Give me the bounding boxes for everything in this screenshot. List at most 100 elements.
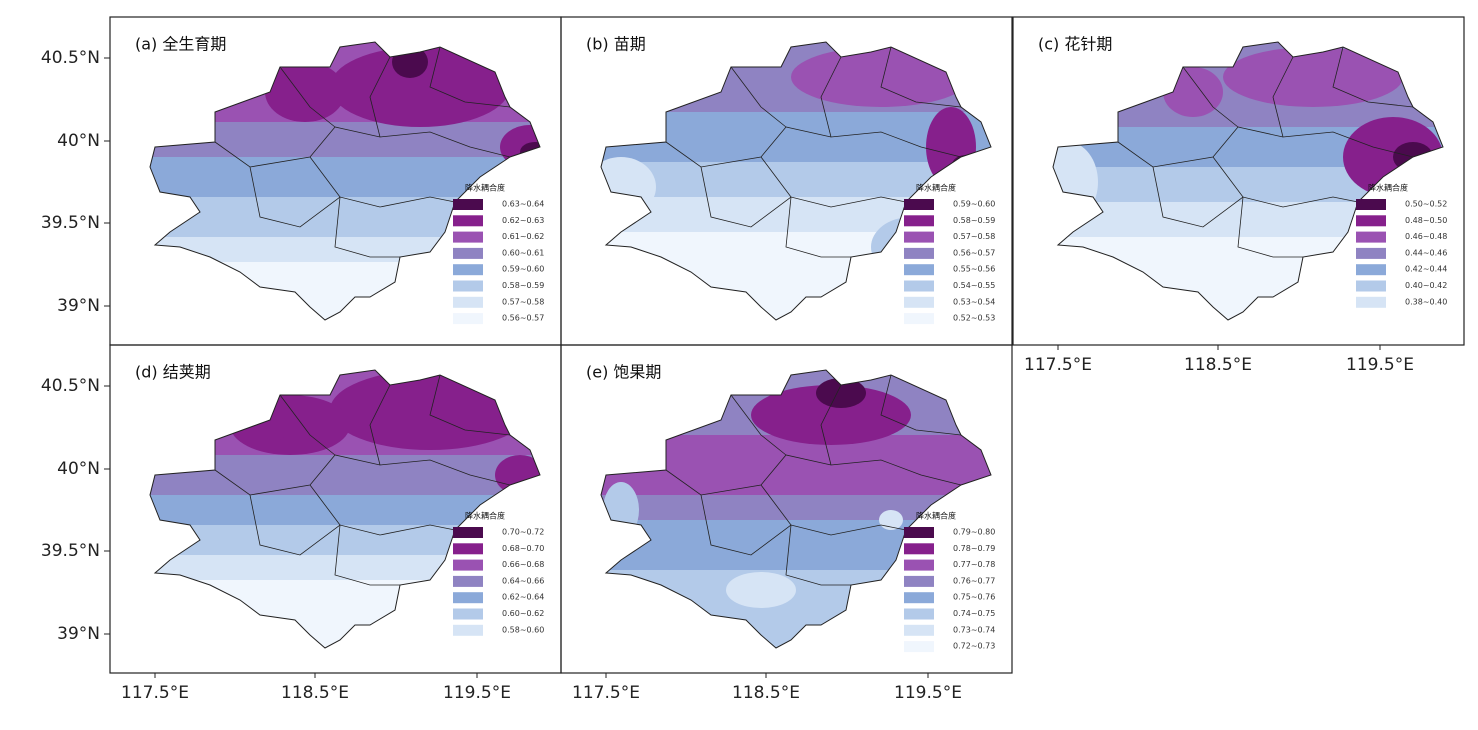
- legend-entry: 0.40~0.42: [1405, 281, 1447, 290]
- county-border: [820, 384, 842, 466]
- legend-swatch: [453, 296, 483, 308]
- contour-blob: [816, 378, 866, 408]
- legend-swatch: [453, 624, 483, 636]
- legend-entry: 0.59~0.60: [953, 200, 995, 209]
- contour-blob: [751, 385, 911, 445]
- x-tick-label: 119.5°E: [894, 683, 962, 703]
- legend-entry: 0.54~0.55: [953, 281, 995, 290]
- x-tick-label: 119.5°E: [1346, 355, 1414, 375]
- county-border: [309, 156, 400, 258]
- x-tick-label: 117.5°E: [121, 683, 189, 703]
- contour-blob: [230, 395, 350, 455]
- contour-blob: [495, 455, 540, 495]
- x-tick-label: 118.5°E: [1184, 355, 1252, 375]
- y-tick-label: 40.5°N: [41, 376, 100, 396]
- legend-entry: 0.60~0.62: [502, 609, 544, 618]
- legend-swatch: [1356, 247, 1386, 259]
- county-border: [880, 374, 962, 436]
- legend-entry: 0.63~0.64: [502, 200, 544, 209]
- legend-entry: 0.78~0.79: [953, 544, 995, 553]
- map-fill: [1053, 42, 1443, 320]
- map-outline: [600, 369, 992, 649]
- legend-title: 降水耦合度: [465, 183, 505, 193]
- legend-entry: 0.64~0.66: [502, 576, 544, 585]
- legend-entry: 0.56~0.57: [953, 248, 995, 257]
- x-tick-label: 117.5°E: [572, 683, 640, 703]
- legend-swatch: [904, 247, 934, 259]
- county-border: [1272, 56, 1294, 138]
- legend-swatch: [453, 313, 483, 325]
- panel-label: (d) 结荚期: [135, 363, 211, 382]
- county-border: [214, 454, 511, 496]
- legend-swatch: [904, 543, 934, 555]
- legend-entry: 0.68~0.70: [502, 544, 544, 553]
- legend-swatch: [904, 624, 934, 636]
- legend-entry: 0.74~0.75: [953, 609, 995, 618]
- contour-blob: [1053, 142, 1098, 222]
- contour-band: [1053, 237, 1443, 320]
- legend-entry: 0.66~0.68: [502, 560, 544, 569]
- county-border: [880, 46, 962, 108]
- county-border: [214, 126, 511, 168]
- legend-swatch: [1356, 199, 1386, 210]
- contour-blob: [603, 482, 639, 538]
- map-fill: [601, 42, 991, 320]
- map-fill: [150, 42, 540, 320]
- legend-entry: 0.38~0.40: [1405, 297, 1447, 306]
- contour-band: [150, 262, 540, 320]
- legend-swatch: [453, 575, 483, 587]
- county-border: [429, 374, 511, 436]
- legend-swatch: [904, 215, 934, 227]
- legend-swatch: [453, 215, 483, 227]
- legend-swatch: [904, 527, 934, 538]
- panel-label: (e) 饱果期: [586, 363, 661, 382]
- panel-label: (b) 苗期: [586, 35, 646, 54]
- legend-swatch: [453, 559, 483, 571]
- county-border: [665, 454, 962, 496]
- legend-entry: 0.61~0.62: [502, 232, 544, 241]
- legend-title: 降水耦合度: [1368, 183, 1408, 193]
- legend-entry: 0.48~0.50: [1405, 216, 1447, 225]
- x-tick-label: 118.5°E: [281, 683, 349, 703]
- legend-entry: 0.75~0.76: [953, 593, 995, 602]
- map-outline: [149, 369, 541, 649]
- legend-swatch: [453, 592, 483, 604]
- contour-blob: [1223, 47, 1403, 107]
- map-fill: [601, 370, 991, 648]
- legend-swatch: [904, 608, 934, 620]
- legend-swatch: [1356, 280, 1386, 292]
- legend-entry: 0.62~0.64: [502, 593, 544, 602]
- county-border: [730, 394, 787, 456]
- contour-blob: [952, 155, 980, 175]
- legend-title: 降水耦合度: [916, 183, 956, 193]
- legend-swatch: [904, 280, 934, 292]
- map-fill: [150, 370, 540, 648]
- legend-swatch: [904, 296, 934, 308]
- legend-swatch: [904, 575, 934, 587]
- x-tick-label: 119.5°E: [443, 683, 511, 703]
- county-border: [760, 156, 851, 258]
- legend-entry: 0.46~0.48: [1405, 232, 1447, 241]
- legend-entry: 0.62~0.63: [502, 216, 544, 225]
- legend-entry: 0.60~0.61: [502, 248, 544, 257]
- legend-swatch: [453, 527, 483, 538]
- legend-swatch: [904, 592, 934, 604]
- legend-swatch: [453, 247, 483, 259]
- legend-swatch: [904, 231, 934, 243]
- contour-blob: [791, 47, 971, 107]
- county-border: [369, 384, 391, 466]
- contour-blob: [392, 46, 428, 78]
- county-border: [429, 46, 511, 108]
- county-border: [369, 56, 391, 138]
- map-outline: [149, 41, 541, 321]
- legend-swatch: [904, 264, 934, 276]
- county-border: [1117, 126, 1414, 168]
- contour-blob: [879, 510, 903, 530]
- panel-label: (a) 全生育期: [135, 35, 226, 54]
- legend-title: 降水耦合度: [465, 511, 505, 521]
